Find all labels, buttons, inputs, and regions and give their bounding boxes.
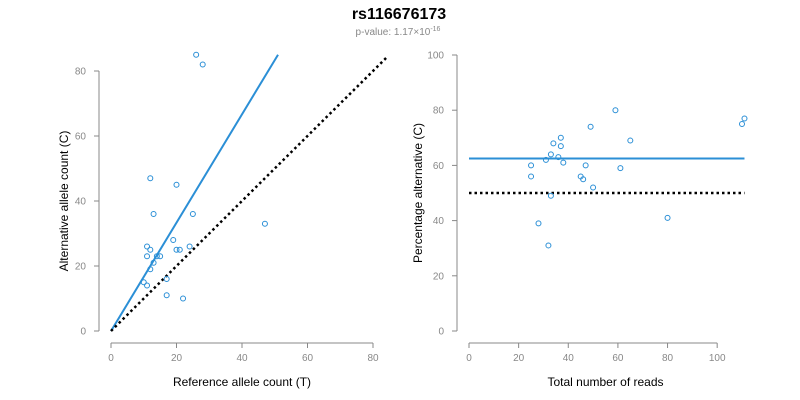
data-point — [627, 137, 634, 144]
data-point — [547, 192, 554, 199]
data-point — [739, 121, 745, 127]
x-axis-title: Total number of reads — [547, 375, 663, 389]
x-tick-label: 40 — [236, 353, 248, 364]
y-tick-label: 100 — [427, 51, 444, 62]
data-point — [147, 266, 154, 273]
y-tick-label: 80 — [433, 106, 445, 117]
data-point — [150, 211, 157, 217]
data-point — [528, 173, 535, 180]
x-tick-label: 20 — [171, 353, 183, 364]
x-tick-label: 40 — [563, 353, 575, 364]
data-point — [153, 253, 160, 260]
data-point — [550, 140, 557, 147]
data-point — [557, 134, 564, 141]
y-axis: 0 20 40 60 80 100 — [427, 51, 458, 338]
data-point — [186, 243, 193, 250]
data-point — [147, 175, 154, 182]
x-tick-label: 0 — [466, 353, 472, 364]
data-point — [144, 253, 151, 260]
data-point — [189, 211, 196, 217]
data-point — [560, 159, 567, 166]
data-point — [193, 51, 200, 58]
data-point — [261, 220, 268, 227]
data-point — [140, 279, 147, 286]
data-point — [180, 295, 187, 302]
data-point — [535, 220, 542, 227]
fit-line — [110, 54, 279, 332]
y-tick-label: 60 — [75, 132, 87, 143]
y-tick-label: 20 — [75, 262, 87, 273]
data-point — [157, 253, 164, 260]
x-tick-label: 20 — [513, 353, 525, 364]
x-axis: 0 20 40 60 80 — [108, 342, 379, 364]
data-point — [587, 123, 594, 130]
data-point — [580, 176, 587, 183]
y-tick-label: 0 — [438, 327, 444, 338]
x-axis: 0 20 40 60 80 100 — [466, 342, 726, 364]
data-point — [144, 243, 151, 250]
data-point — [173, 181, 180, 188]
x-tick-label: 0 — [108, 353, 114, 364]
data-point — [741, 115, 748, 122]
x-tick-label: 60 — [302, 353, 314, 364]
data-point — [199, 61, 206, 68]
x-tick-label: 60 — [612, 353, 624, 364]
scatter-plot-percentage-alternative: 0 20 40 60 80 100 Total number of reads 0 20 40 60… — [411, 51, 748, 389]
x-axis-title: Reference allele count (T) — [173, 375, 311, 389]
data-point — [545, 242, 552, 249]
scatter-plot-allele-counts: 0 20 40 60 80 Reference allele count (T) 0 20 40… — [57, 51, 387, 389]
data-point — [542, 156, 549, 163]
data-point — [150, 259, 157, 266]
y-axis-title: Percentage alternative (C) — [411, 123, 425, 263]
data-point — [173, 246, 180, 253]
data-point — [144, 282, 151, 289]
data-point — [582, 162, 589, 169]
data-point — [547, 151, 554, 158]
data-point — [163, 276, 170, 282]
y-tick-label: 40 — [75, 197, 87, 208]
data-point — [617, 165, 624, 172]
y-tick-label: 60 — [433, 161, 445, 172]
data-point — [555, 154, 562, 161]
data-point — [590, 184, 597, 191]
x-tick-label: 80 — [367, 353, 379, 364]
y-tick-label: 80 — [75, 67, 87, 78]
y-tick-label: 40 — [433, 216, 445, 227]
p-value-exponent: -16 — [430, 26, 440, 33]
y-axis-title: Alternative allele count (C) — [57, 131, 71, 272]
data-point — [612, 107, 619, 114]
p-value-text: p-value: 1.17×10 — [356, 27, 431, 38]
y-axis: 0 20 40 60 80 — [75, 67, 100, 338]
data-point — [163, 292, 170, 299]
data-points — [140, 51, 268, 302]
x-tick-label: 100 — [709, 353, 726, 364]
data-points — [528, 107, 748, 249]
figure-title: rs116676173 — [352, 6, 446, 23]
data-point — [664, 214, 671, 221]
y-tick-label: 20 — [433, 271, 445, 282]
data-point — [170, 237, 177, 243]
data-point — [528, 162, 535, 169]
data-point — [147, 246, 154, 253]
reference-line-dotted — [110, 57, 387, 332]
x-tick-label: 80 — [662, 353, 674, 364]
figure-subtitle: p-value: 1.17×10-16 — [356, 26, 441, 38]
data-point — [176, 246, 183, 253]
data-point — [557, 143, 564, 150]
y-tick-label: 0 — [80, 327, 86, 338]
